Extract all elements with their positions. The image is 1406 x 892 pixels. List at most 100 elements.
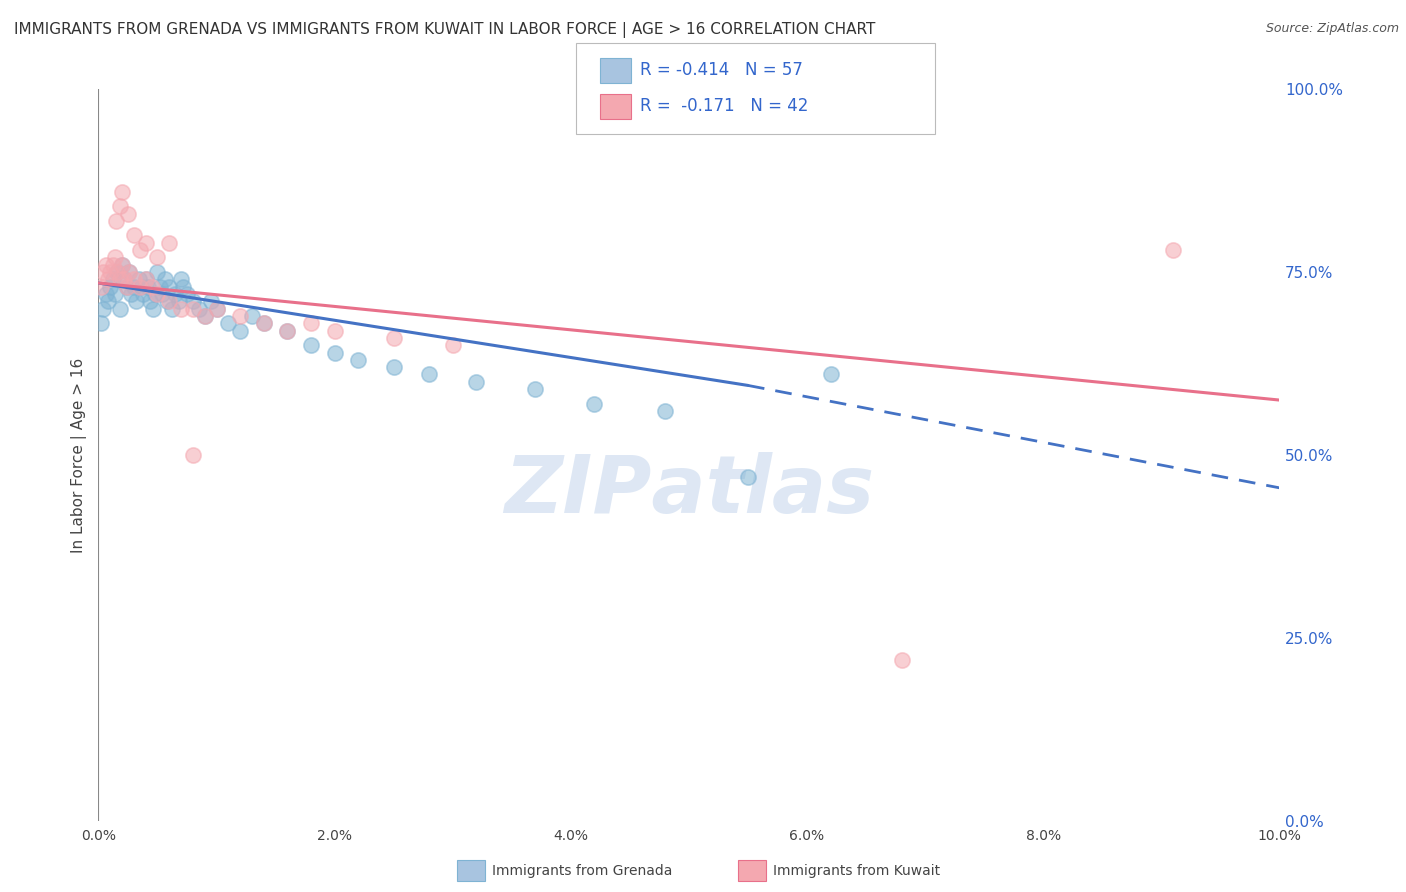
Point xyxy=(347,352,370,367)
Point xyxy=(229,324,252,338)
Point xyxy=(465,375,488,389)
Point xyxy=(820,368,842,382)
Point xyxy=(118,265,141,279)
Point xyxy=(139,294,162,309)
Text: R = -0.414   N = 57: R = -0.414 N = 57 xyxy=(640,62,803,79)
Point xyxy=(122,279,145,293)
Point xyxy=(91,301,114,316)
Text: IMMIGRANTS FROM GRENADA VS IMMIGRANTS FROM KUWAIT IN LABOR FORCE | AGE > 16 CORR: IMMIGRANTS FROM GRENADA VS IMMIGRANTS FR… xyxy=(14,22,876,38)
Point xyxy=(108,272,131,286)
Point xyxy=(112,272,135,286)
Point xyxy=(142,301,165,316)
Point xyxy=(187,301,209,316)
Point xyxy=(94,258,117,272)
Point xyxy=(111,258,134,272)
Point xyxy=(146,251,169,265)
Point xyxy=(115,279,138,293)
Point xyxy=(105,214,128,228)
Point xyxy=(117,206,139,220)
Point xyxy=(90,316,112,330)
Point xyxy=(181,301,204,316)
Point xyxy=(98,265,121,279)
Point xyxy=(118,265,141,279)
Point xyxy=(181,294,204,309)
Point xyxy=(441,338,464,352)
Point xyxy=(157,279,180,293)
Point xyxy=(167,294,190,309)
Point xyxy=(323,345,346,359)
Point xyxy=(104,287,127,301)
Point xyxy=(112,272,135,286)
Point xyxy=(583,397,606,411)
Point xyxy=(240,309,263,323)
Point xyxy=(194,309,217,323)
Point xyxy=(90,279,112,293)
Text: Source: ZipAtlas.com: Source: ZipAtlas.com xyxy=(1265,22,1399,36)
Point xyxy=(135,272,157,286)
Point xyxy=(276,324,298,338)
Point xyxy=(299,338,322,352)
Point xyxy=(737,470,759,484)
Point xyxy=(128,279,150,293)
Point xyxy=(150,287,173,301)
Text: Immigrants from Grenada: Immigrants from Grenada xyxy=(492,863,672,878)
Point xyxy=(98,279,121,293)
Point xyxy=(418,368,440,382)
Point xyxy=(136,279,159,293)
Point xyxy=(128,272,150,286)
Point xyxy=(1161,243,1184,257)
Point xyxy=(108,199,131,213)
Text: Immigrants from Kuwait: Immigrants from Kuwait xyxy=(773,863,941,878)
Point xyxy=(111,258,134,272)
Point xyxy=(524,382,547,396)
Point xyxy=(111,185,134,199)
Point xyxy=(128,243,150,257)
Point xyxy=(146,287,169,301)
Point xyxy=(170,301,193,316)
Point xyxy=(101,272,124,286)
Point xyxy=(101,258,124,272)
Y-axis label: In Labor Force | Age > 16: In Labor Force | Age > 16 xyxy=(72,358,87,552)
Point xyxy=(132,287,155,301)
Point xyxy=(299,316,322,330)
Point xyxy=(122,228,145,243)
Point xyxy=(115,279,138,293)
Point xyxy=(229,309,252,323)
Point xyxy=(205,301,228,316)
Point xyxy=(149,279,172,293)
Point xyxy=(122,272,145,286)
Point xyxy=(157,235,180,250)
Point xyxy=(108,301,131,316)
Point xyxy=(253,316,276,330)
Point xyxy=(125,294,148,309)
Point xyxy=(121,287,143,301)
Point xyxy=(129,279,152,293)
Point xyxy=(276,324,298,338)
Point xyxy=(181,448,204,462)
Point xyxy=(654,404,676,418)
Point xyxy=(172,279,194,293)
Point xyxy=(160,301,183,316)
Point xyxy=(94,287,117,301)
Text: ZIP​atlas: ZIP​atlas xyxy=(503,452,875,531)
Point xyxy=(97,272,120,286)
Point xyxy=(105,265,128,279)
Point xyxy=(890,653,912,667)
Point xyxy=(135,235,157,250)
Point xyxy=(157,294,180,309)
Point xyxy=(135,272,157,286)
Point xyxy=(323,324,346,338)
Point xyxy=(91,265,114,279)
Point xyxy=(253,316,276,330)
Point xyxy=(170,272,193,286)
Point xyxy=(156,294,179,309)
Point xyxy=(382,331,405,345)
Point xyxy=(200,294,222,309)
Point xyxy=(194,309,217,323)
Point xyxy=(104,251,127,265)
Point xyxy=(165,287,187,301)
Point xyxy=(146,265,169,279)
Point xyxy=(141,279,163,293)
Point xyxy=(205,301,228,316)
Point xyxy=(217,316,239,330)
